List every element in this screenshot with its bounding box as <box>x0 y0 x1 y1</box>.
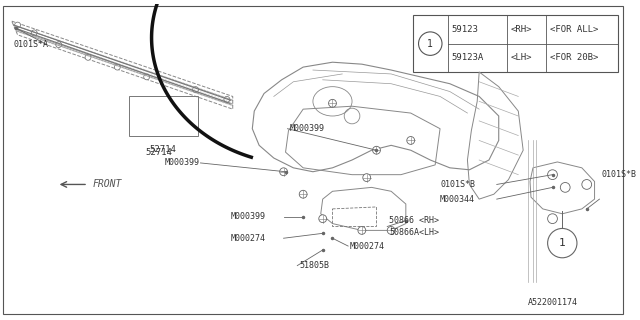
Text: M000344: M000344 <box>440 195 475 204</box>
Circle shape <box>372 146 380 154</box>
Circle shape <box>548 228 577 258</box>
Text: 59123: 59123 <box>452 25 479 34</box>
Text: <LH>: <LH> <box>511 53 532 62</box>
Text: <FOR 20B>: <FOR 20B> <box>550 53 598 62</box>
Circle shape <box>115 64 120 70</box>
Text: 0101S*B: 0101S*B <box>602 170 636 179</box>
Bar <box>413 15 618 72</box>
Text: 52714: 52714 <box>150 145 177 154</box>
Circle shape <box>548 214 557 224</box>
Circle shape <box>561 182 570 192</box>
Text: <RH>: <RH> <box>511 25 532 34</box>
Text: 50866 <RH>: 50866 <RH> <box>389 216 439 225</box>
Text: M000399: M000399 <box>164 158 200 167</box>
Circle shape <box>328 100 337 107</box>
Text: A522001174: A522001174 <box>528 298 578 307</box>
Text: M000399: M000399 <box>289 124 324 133</box>
Circle shape <box>582 180 591 189</box>
Text: 0101S*A: 0101S*A <box>13 40 49 49</box>
Text: <FOR ALL>: <FOR ALL> <box>550 25 598 34</box>
Circle shape <box>387 227 395 234</box>
Circle shape <box>300 190 307 198</box>
Text: 1: 1 <box>559 238 566 248</box>
Text: M000274: M000274 <box>350 242 385 251</box>
Circle shape <box>56 42 61 48</box>
Bar <box>129 96 198 136</box>
Circle shape <box>358 227 365 234</box>
Circle shape <box>31 30 37 36</box>
Circle shape <box>224 96 230 102</box>
Text: FRONT: FRONT <box>93 180 122 189</box>
Circle shape <box>15 22 20 28</box>
Text: M000274: M000274 <box>231 234 266 243</box>
Circle shape <box>407 137 415 144</box>
Text: 1: 1 <box>428 39 433 49</box>
Circle shape <box>193 87 198 92</box>
Circle shape <box>548 170 557 180</box>
Circle shape <box>280 168 287 176</box>
Text: 0101S*B: 0101S*B <box>440 180 475 189</box>
Text: 59123A: 59123A <box>452 53 484 62</box>
Text: 51805B: 51805B <box>300 261 329 270</box>
Circle shape <box>419 32 442 55</box>
Text: M000399: M000399 <box>231 212 266 221</box>
Circle shape <box>363 174 371 181</box>
Circle shape <box>319 215 326 223</box>
Circle shape <box>144 74 150 80</box>
Circle shape <box>85 54 91 60</box>
Text: 50866A<LH>: 50866A<LH> <box>389 228 439 237</box>
Text: 52714: 52714 <box>145 148 172 157</box>
